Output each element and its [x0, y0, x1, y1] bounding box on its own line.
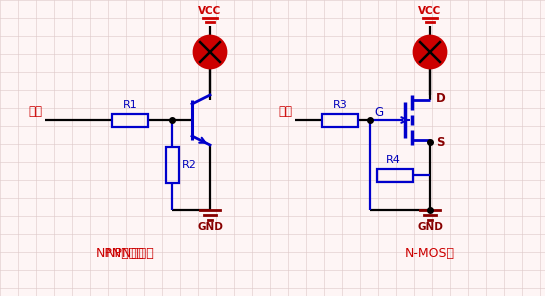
Bar	[112, 113, 148, 126]
Text: 輸入: 輸入	[278, 105, 292, 118]
Text: GND: GND	[417, 222, 443, 232]
Text: 輸入: 輸入	[28, 105, 42, 118]
Bar	[322, 113, 358, 126]
Text: D: D	[436, 91, 446, 104]
Text: GND: GND	[197, 222, 223, 232]
Text: R1: R1	[123, 100, 137, 110]
Text: VCC: VCC	[419, 6, 441, 16]
Bar	[377, 168, 413, 181]
Text: S: S	[436, 136, 445, 149]
Text: N-MOS管: N-MOS管	[405, 247, 455, 260]
Text: NPN三極管: NPN三極管	[95, 247, 144, 260]
Text: G: G	[374, 105, 383, 118]
Text: R2: R2	[182, 160, 197, 170]
Text: NPN三極管: NPN三極管	[106, 247, 154, 260]
Circle shape	[414, 36, 446, 68]
Text: R4: R4	[385, 155, 401, 165]
Circle shape	[194, 36, 226, 68]
Bar	[166, 147, 179, 183]
Text: R3: R3	[332, 100, 347, 110]
Text: VCC: VCC	[198, 6, 222, 16]
